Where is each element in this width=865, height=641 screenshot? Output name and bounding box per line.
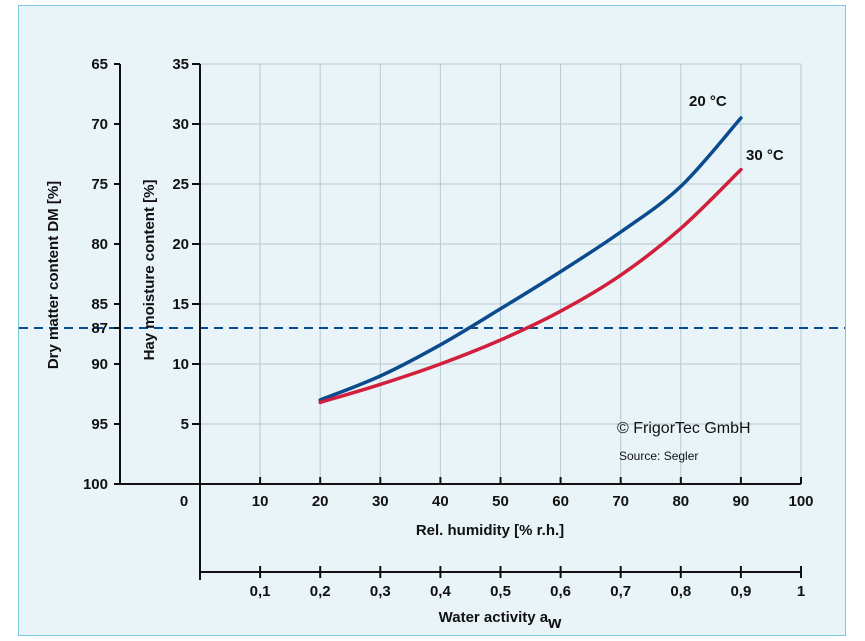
x-tick-label: 50 [492, 493, 509, 510]
grid [200, 63, 802, 484]
aw-title-main: Water activity a [439, 609, 549, 626]
aw-tick-label: 0,8 [670, 583, 691, 600]
aw-tick-label: 0,1 [250, 583, 271, 600]
dm-tick-label: 65 [91, 56, 108, 73]
aw-title-sub: w [547, 613, 562, 632]
y-tick-label: 25 [172, 176, 189, 193]
y-tick-label: 10 [172, 356, 189, 373]
x-tick-label: 20 [312, 493, 329, 510]
copyright-note: © FrigorTec GmbH [617, 420, 751, 437]
dm-tick-label: 80 [91, 236, 108, 253]
series-line-1 [318, 167, 743, 405]
series-label-30c: 30 °C [746, 147, 784, 164]
x-tick-label: 100 [788, 493, 813, 510]
chart-panel [18, 5, 846, 636]
x-tick-label: 70 [612, 493, 629, 510]
series-line-0 [318, 116, 743, 402]
aw-tick-label: 0,5 [490, 583, 511, 600]
series-label-20c: 20 °C [689, 93, 727, 110]
aw-tick-label: 0,6 [550, 583, 571, 600]
y-tick-label: 5 [181, 416, 189, 433]
x-tick-label: 90 [733, 493, 750, 510]
x-tick-label: 80 [672, 493, 689, 510]
x-tick-label: 40 [432, 493, 449, 510]
aw-tick-label: 1 [797, 583, 805, 600]
y-tick-label: 30 [172, 116, 189, 133]
left-axis-title: Dry matter content DM [%] [45, 181, 62, 369]
dm-tick-label: 87 [91, 320, 108, 337]
dm-tick-label: 100 [83, 476, 108, 493]
y-tick-label: 15 [172, 296, 189, 313]
dm-tick-label: 75 [91, 176, 108, 193]
y-axis-title: Hay moisture content [%] [141, 180, 158, 361]
aw-axis-title: Water activity aw [439, 609, 563, 632]
y-tick-label: 20 [172, 236, 189, 253]
aw-tick-label: 0,4 [430, 583, 452, 600]
x-tick-label: 30 [372, 493, 389, 510]
aw-tick-label: 0,7 [610, 583, 631, 600]
dm-tick-label: 85 [91, 296, 108, 313]
x-tick-label: 0 [180, 493, 188, 510]
x-tick-label: 60 [552, 493, 569, 510]
dm-tick-label: 70 [91, 116, 108, 133]
dm-tick-label: 95 [91, 416, 108, 433]
axes [114, 63, 802, 580]
aw-tick-label: 0,3 [370, 583, 391, 600]
tick-labels: 35 30 25 20 15 10 5 65 70 75 80 85 87 90 95 100 0 10 20 30 4… [83, 56, 814, 600]
dm-tick-label: 90 [91, 356, 108, 373]
y-tick-label: 35 [172, 56, 189, 73]
source-note: Source: Segler [619, 449, 698, 463]
aw-tick-label: 0,9 [730, 583, 751, 600]
aw-tick-label: 0,2 [310, 583, 331, 600]
curves [318, 116, 743, 405]
x-axis-title: Rel. humidity [% r.h.] [416, 522, 564, 539]
x-tick-label: 10 [252, 493, 269, 510]
